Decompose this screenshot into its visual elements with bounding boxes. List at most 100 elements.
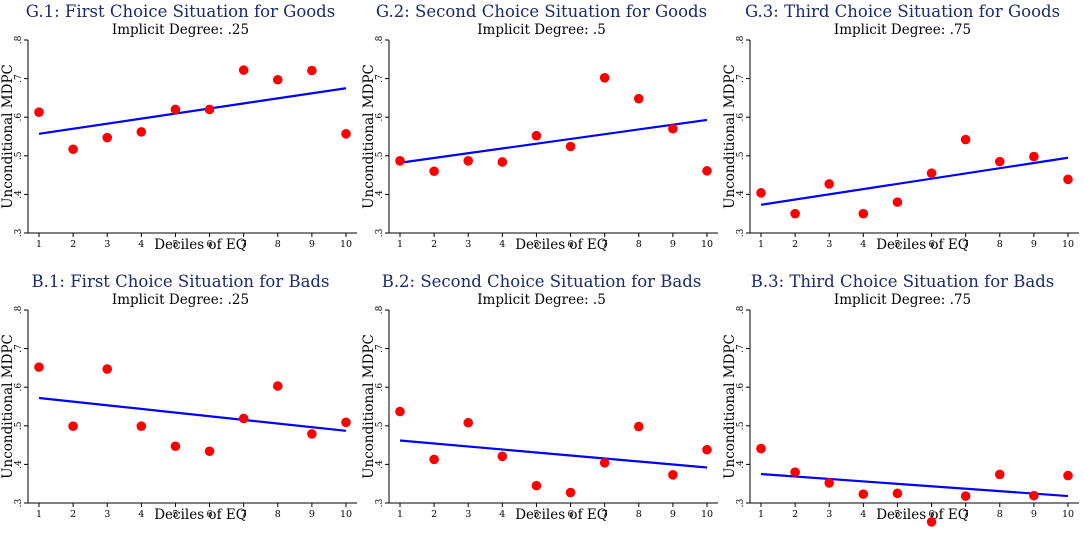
x-tick-label: 2 (792, 509, 798, 520)
fit-line (38, 87, 347, 135)
plot-area: .3 .4 .5 .6 .7 .8 1 2 3 4 5 6 7 8 9 10 Deciles of EQ Unco… (722, 35, 1079, 253)
x-tick-label: 10 (1062, 509, 1074, 520)
x-tick-label: 5 (894, 509, 900, 520)
y-tick-label: .4 (375, 460, 385, 469)
x-tick-label: 8 (275, 239, 281, 250)
x-tick-label: 4 (138, 509, 144, 520)
data-point (307, 429, 317, 439)
x-axis-label: Deciles of EQ (876, 237, 969, 253)
data-point (994, 469, 1005, 480)
plot-area: .3 .4 .5 .6 .7 .8 1 2 3 4 5 6 7 8 9 10 Deciles of EQ Unco… (722, 305, 1079, 527)
x-tick-label: 5 (533, 509, 539, 520)
y-axis-label: Unconditional MDPC (722, 334, 738, 479)
chart-subtitle: Implicit Degree: .75 (833, 22, 972, 38)
x-tick-label: 9 (1031, 239, 1037, 250)
data-point (272, 74, 283, 85)
x-tick-label: 4 (499, 509, 505, 520)
fit-line (760, 472, 1069, 498)
y-axis-label: Unconditional MDPC (361, 64, 377, 209)
data-point (824, 179, 835, 189)
x-tick-label: 3 (104, 509, 110, 520)
x-tick-label: 2 (431, 239, 437, 250)
x-tick-label: 1 (36, 239, 42, 250)
x-axis-label: Deciles of EQ (515, 507, 608, 523)
x-tick-label: 7 (602, 509, 608, 520)
y-tick-label: .5 (375, 151, 385, 160)
y-tick-label: .4 (14, 190, 24, 199)
data-point (307, 65, 317, 76)
x-tick-label: 3 (826, 509, 832, 520)
data-point (702, 444, 712, 455)
x-tick-label: 9 (1031, 509, 1037, 520)
y-tick-label: .6 (375, 113, 385, 122)
data-point (204, 104, 215, 115)
x-tick-label: 3 (104, 239, 110, 250)
data-point (565, 141, 576, 152)
chart-title: B.1: First Choice Situation for Bads (31, 272, 330, 291)
data-point (599, 458, 610, 468)
chart-panel-b2: B.2: Second Choice Situation for Bads Im… (361, 270, 722, 540)
data-point (272, 381, 283, 391)
y-tick-label: .4 (14, 460, 24, 469)
y-tick-label: .5 (14, 421, 24, 430)
plot-area: .3 .4 .5 .6 .7 .8 1 2 3 4 5 6 7 8 9 10 Deciles of EQ Unco… (361, 35, 718, 253)
data-point (960, 134, 971, 145)
y-tick-label: .8 (736, 35, 746, 44)
x-tick-label: 5 (533, 239, 539, 250)
data-point (136, 127, 147, 137)
data-point (395, 156, 405, 166)
y-tick-label: .7 (14, 74, 24, 83)
data-point (892, 488, 903, 499)
x-tick-label: 8 (997, 239, 1003, 250)
x-tick-label: 10 (340, 239, 352, 250)
y-tick-label: .3 (736, 498, 746, 507)
x-tick-label: 6 (568, 509, 574, 520)
x-tick-label: 6 (207, 239, 213, 250)
data-point (668, 470, 678, 480)
y-axis-label: Unconditional MDPC (722, 64, 738, 209)
x-tick-label: 5 (172, 509, 178, 520)
data-point (960, 491, 971, 501)
fit-line (760, 156, 1069, 206)
y-tick-label: .5 (375, 421, 385, 430)
data-point (341, 128, 351, 139)
data-point (668, 123, 678, 134)
y-tick-label: .7 (375, 74, 385, 83)
x-tick-label: 5 (172, 239, 178, 250)
data-point (1063, 174, 1073, 185)
data-point (170, 104, 181, 115)
data-point (102, 364, 113, 374)
y-axis-label: Unconditional MDPC (361, 334, 377, 479)
x-tick-label: 6 (929, 509, 935, 520)
data-point (395, 406, 405, 417)
x-tick-label: 3 (465, 239, 471, 250)
x-tick-label: 3 (826, 239, 832, 250)
x-tick-label: 5 (894, 239, 900, 250)
data-point (136, 421, 147, 431)
data-point (68, 421, 78, 431)
y-tick-label: .8 (14, 35, 24, 44)
y-tick-label: .5 (14, 151, 24, 160)
data-point (790, 208, 800, 219)
data-point (531, 130, 542, 141)
y-tick-label: .6 (736, 383, 746, 392)
data-point (702, 166, 712, 176)
chart-title: G.1: First Choice Situation for Goods (25, 2, 336, 21)
chart-title: B.3: Third Choice Situation for Bads (750, 272, 1055, 291)
x-axis-label: Deciles of EQ (154, 237, 247, 253)
y-tick-label: .3 (14, 228, 24, 237)
y-tick-label: .8 (375, 305, 385, 314)
x-tick-label: 1 (397, 509, 403, 520)
chart-panel-b1: B.1: First Choice Situation for Bads Imp… (0, 270, 361, 540)
y-tick-label: .6 (14, 383, 24, 392)
x-axis-label: Deciles of EQ (515, 237, 608, 253)
y-tick-label: .8 (375, 35, 385, 44)
data-point (756, 443, 766, 454)
y-tick-label: .3 (375, 498, 385, 507)
data-point (429, 454, 439, 465)
fit-line (38, 396, 347, 432)
x-tick-label: 9 (309, 239, 315, 250)
data-point (1029, 490, 1039, 501)
x-tick-label: 7 (602, 239, 608, 250)
data-point (858, 489, 869, 499)
